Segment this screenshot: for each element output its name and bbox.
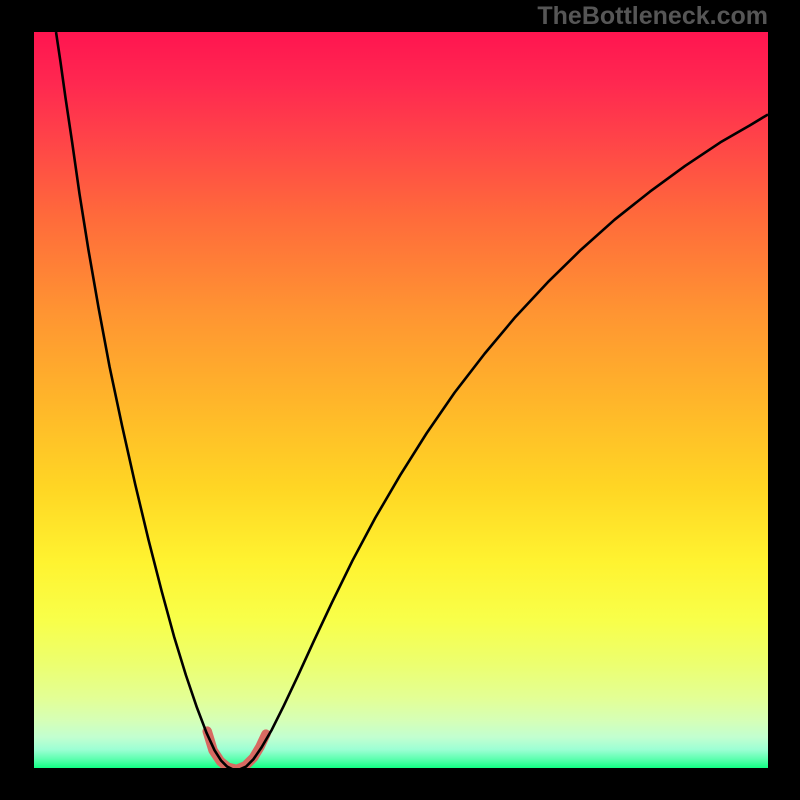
chart-stage: TheBottleneck.com [0, 0, 800, 800]
heatmap-gradient [34, 32, 768, 768]
watermark-text: TheBottleneck.com [537, 2, 768, 31]
plot-area [34, 32, 768, 768]
